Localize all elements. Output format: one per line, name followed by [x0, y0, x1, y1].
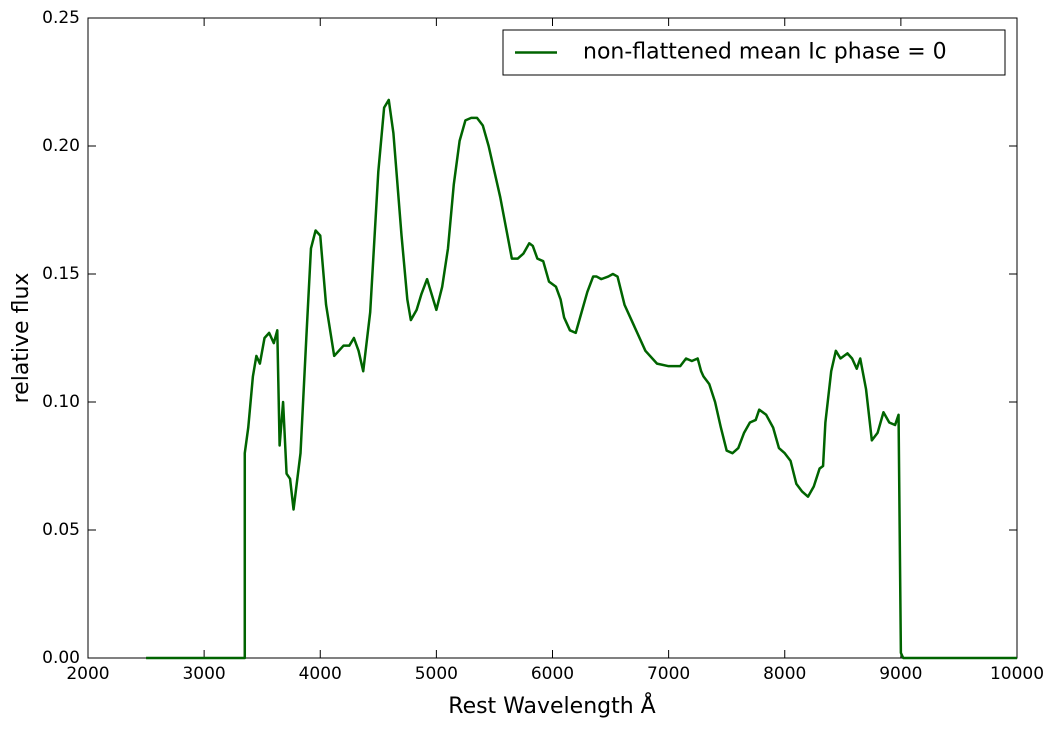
x-tick-label: 5000 [415, 664, 458, 684]
y-tick-label: 0.05 [42, 520, 80, 540]
x-tick-label: 8000 [763, 664, 806, 684]
y-tick-label: 0.00 [42, 648, 80, 668]
x-axis-label: Rest Wavelength Å [448, 692, 655, 719]
x-tick-label: 6000 [531, 664, 574, 684]
legend-box [502, 29, 1006, 76]
y-tick-label: 0.15 [42, 264, 80, 284]
y-tick-label: 0.25 [42, 8, 80, 28]
x-tick-label: 9000 [879, 664, 922, 684]
y-axis-label: relative flux [9, 273, 34, 404]
y-tick-label: 0.20 [42, 136, 80, 156]
plot-frame [87, 17, 1018, 659]
x-tick-label: 4000 [299, 664, 342, 684]
data-line [146, 98, 1017, 660]
x-tick-label: 2000 [66, 664, 109, 684]
legend-label: non-flattened mean Ic phase = 0 [583, 40, 947, 65]
y-tick-label: 0.10 [42, 392, 80, 412]
x-tick-label: 7000 [647, 664, 690, 684]
x-tick-label: 3000 [182, 664, 225, 684]
x-tick-label: 10000 [990, 664, 1044, 684]
